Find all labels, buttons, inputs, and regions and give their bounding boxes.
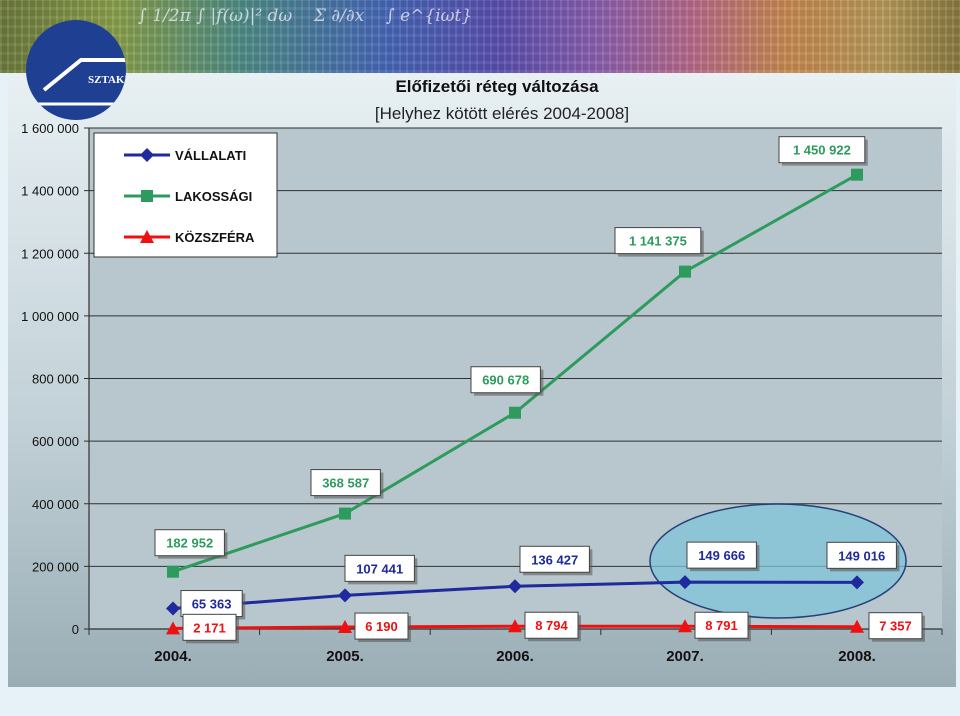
data-label: 368 587	[322, 476, 369, 491]
header-banner	[0, 0, 960, 73]
y-axis: 0 200 000 400 000 600 000 800 000 1 000 000 1 …	[21, 121, 90, 637]
data-label: 2 171	[193, 620, 226, 635]
bottom-band	[0, 687, 960, 716]
data-label-box	[180, 590, 243, 618]
data-label-box	[354, 612, 409, 640]
y-tick-label: 1 600 000	[21, 121, 79, 136]
y-tick-label: 400 000	[32, 497, 79, 512]
legend: VÁLLALATI LAKOSSÁGI KÖZSZFÉRA	[93, 132, 278, 258]
data-label-box	[310, 469, 381, 497]
data-point	[508, 619, 522, 633]
data-label-box	[614, 227, 702, 255]
data-label: 8 794	[535, 618, 568, 633]
y-tick-label: 800 000	[32, 372, 79, 387]
data-point	[678, 619, 692, 633]
y-tick-label: 1 200 000	[21, 246, 79, 261]
data-label: 7 357	[879, 619, 912, 634]
legend-marker	[141, 190, 153, 202]
data-point	[850, 575, 864, 590]
data-label-box	[778, 136, 866, 164]
banner-formula-decoration: ∫ 1/2π ∫ |f(ω)|² dω Σ ∂/∂x ∫ e^{iωt}	[138, 6, 473, 26]
y-tick-label: 1 400 000	[21, 184, 79, 199]
data-label-box	[182, 613, 237, 641]
data-label-box	[344, 554, 415, 582]
data-point	[339, 507, 351, 520]
data-point	[338, 588, 352, 603]
legend-marker	[140, 230, 154, 243]
x-tick-label: 2004.	[154, 648, 192, 665]
data-label: 65 363	[192, 597, 232, 612]
data-point	[166, 621, 180, 635]
data-label: 690 678	[482, 373, 529, 388]
chart-subtitle: [Helyhez kötött elérés 2004-2008]	[375, 104, 629, 123]
legend-label: LAKOSSÁGI	[175, 189, 252, 204]
data-point	[167, 565, 179, 578]
logo-shape-icon	[36, 58, 126, 106]
data-label: 1 450 922	[793, 143, 851, 158]
data-point	[166, 601, 180, 616]
logo-text: SZTAKI	[88, 74, 126, 86]
data-point	[678, 575, 692, 590]
data-label-box	[826, 541, 897, 569]
data-label-box	[686, 541, 757, 569]
x-tick-label: 2007.	[666, 648, 704, 665]
chart-title: Előfizetői réteg változása	[395, 77, 599, 96]
series-layer	[166, 168, 864, 635]
data-label-box	[868, 612, 923, 640]
data-point	[508, 579, 522, 594]
data-label: 1 141 375	[629, 234, 687, 249]
data-point	[338, 620, 352, 634]
y-tick-label: 0	[72, 622, 79, 637]
data-labels-layer: 65 363 107 441 136 427 149 666 149 016 182 95…	[154, 136, 925, 644]
x-tick-label: 2008.	[838, 648, 876, 665]
data-label: 149 666	[698, 548, 745, 563]
data-point	[851, 168, 863, 181]
data-label-box	[154, 529, 225, 557]
legend-marker	[140, 148, 154, 162]
data-point	[509, 406, 521, 419]
legend-label: VÁLLALATI	[175, 148, 246, 163]
y-tick-label: 1 000 000	[21, 309, 79, 324]
data-label: 8 791	[705, 618, 738, 633]
data-label-box	[524, 611, 579, 639]
data-label: 182 952	[166, 536, 213, 551]
data-label: 6 190	[365, 619, 398, 634]
banner-texture	[0, 0, 960, 73]
legend-label: KÖZSZFÉRA	[175, 230, 255, 245]
highlight-ellipse	[649, 503, 907, 619]
data-label-box	[519, 545, 590, 573]
sztaki-logo: SZTAKI	[26, 20, 126, 120]
data-point	[850, 619, 864, 633]
data-point	[679, 265, 691, 278]
y-tick-label: 200 000	[32, 559, 79, 574]
data-label-box	[694, 611, 749, 639]
y-tick-label: 600 000	[32, 434, 79, 449]
data-label: 136 427	[531, 552, 578, 567]
x-tick-label: 2005.	[326, 648, 364, 665]
data-label: 149 016	[838, 548, 885, 563]
data-label-box	[470, 366, 541, 394]
x-tick-label: 2006.	[496, 648, 534, 665]
data-label: 107 441	[356, 561, 403, 576]
